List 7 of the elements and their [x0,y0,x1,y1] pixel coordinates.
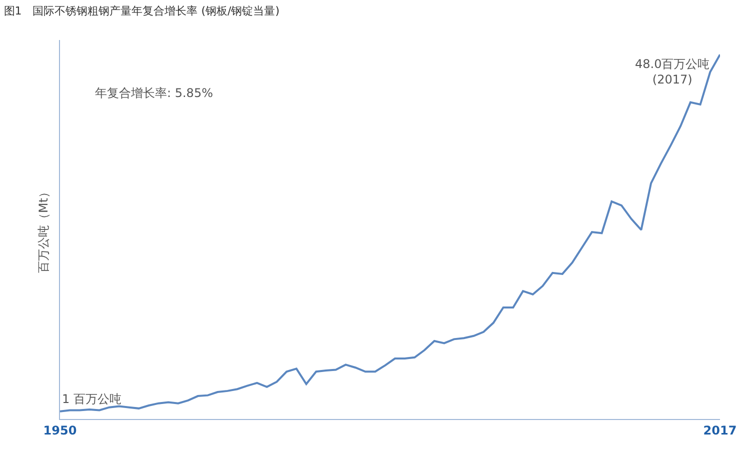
chart-title: 图1 国际不锈钢粗钢产量年复合增长率 (钢板/钢锭当量) [4,4,280,18]
x-tick-label: 2017 [703,423,737,438]
y-axis-title: 百万公吨（Mt） [36,186,50,274]
x-tick-label: 1950 [43,423,77,438]
annotation: 48.0百万公吨 (2017) [635,57,710,87]
annotation: 1 百万公吨 [62,392,122,406]
annotation: 年复合增长率: 5.85% [95,86,213,100]
